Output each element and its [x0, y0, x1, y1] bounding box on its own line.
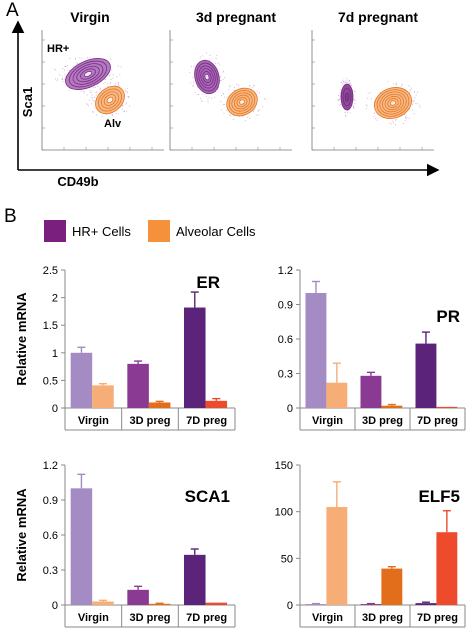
- y-tick-label: 50: [281, 553, 293, 565]
- category-label: 3D preg: [130, 415, 171, 427]
- legend-label-hr: HR+ Cells: [72, 224, 131, 239]
- legend: HR+ Cells Alveolar Cells: [44, 220, 256, 242]
- category-label: Virgin: [312, 415, 343, 427]
- 3d-hr-contour: [189, 52, 226, 103]
- y-tick-label: 0: [52, 600, 58, 612]
- alveolar-bar-virgin: [92, 385, 114, 408]
- category-label: Virgin: [78, 415, 109, 427]
- category-label: 7D preg: [186, 612, 227, 624]
- y-tick-label: 2: [52, 293, 58, 305]
- hr-bar-virgin: [305, 293, 327, 408]
- category-label: Virgin: [312, 612, 343, 624]
- panel-b-label: B: [4, 206, 17, 227]
- y-tick-label: 0: [287, 403, 293, 415]
- category-label: 3D preg: [130, 612, 171, 624]
- hr-bar-virgin: [70, 352, 93, 408]
- alveolar-bar-7d-preg: [436, 532, 458, 605]
- alveolar-bar-virgin: [326, 507, 348, 605]
- y-tick-label: 0.3: [43, 565, 58, 577]
- category-label: Virgin: [78, 612, 109, 624]
- hr-bar-7d-preg: [184, 554, 206, 605]
- virgin-hr-contour: [54, 57, 122, 94]
- category-label: 7D preg: [417, 612, 458, 624]
- cd49b-axis-label: CD49b: [57, 174, 98, 189]
- hr-bar-3d-preg: [360, 375, 382, 408]
- chart-elf5: 0 50 100 150 Virgin 3D preg 7D preg ELF5: [275, 460, 466, 628]
- y-tick-label: 0.6: [43, 530, 58, 542]
- y-tick-label: 1.2: [43, 460, 58, 472]
- alveolar-bar-7d-preg: [205, 400, 228, 408]
- alveolar-bar-3d-preg: [148, 402, 171, 408]
- chart-pr: 0 0.3 0.6 0.9 1.2 Virgin 3D preg 7D preg PR: [278, 265, 466, 431]
- y-tick-label: 0: [287, 600, 293, 612]
- y-tick-label: 150: [275, 460, 293, 472]
- alveolar-bar-7d-preg: [205, 602, 228, 605]
- alveolar-bar-3d-preg: [381, 405, 403, 408]
- hr-bar-7d-preg: [184, 307, 206, 408]
- chart-title: PR: [436, 307, 460, 326]
- sca1-axis-label: Sca1: [20, 87, 35, 117]
- alveolar-bar-virgin: [92, 601, 114, 605]
- chart-sca1: 0 0.3 0.6 0.9 1.2 Virgin 3D preg 7D preg SCA1 Rel…: [14, 460, 236, 628]
- y-tick-label: 0.5: [43, 375, 58, 387]
- y-axis-label: Relative mRNA: [14, 488, 29, 582]
- y-tick-label: 100: [275, 507, 293, 519]
- alveolar-bar-3d-preg: [381, 568, 403, 605]
- legend-swatch-hr: [44, 220, 66, 242]
- alveolar-bar-3d-preg: [148, 603, 171, 605]
- y-tick-label: 1.5: [43, 320, 58, 332]
- hr-bar-virgin: [70, 488, 93, 605]
- column-title-3d: 3d pregnant: [196, 9, 276, 25]
- hr-bar-virgin: [305, 604, 327, 605]
- y-tick-label: 1: [52, 348, 58, 360]
- chart-title: SCA1: [185, 487, 230, 506]
- y-tick-label: 0: [52, 403, 58, 415]
- hr-bar-3d-preg: [127, 589, 149, 605]
- flow-plot-2: [169, 30, 292, 151]
- y-tick-label: 2.5: [43, 265, 58, 277]
- flow-plot-1: [41, 30, 164, 151]
- column-title-virgin: Virgin: [70, 9, 109, 25]
- 3d-alv-contour: [220, 83, 267, 122]
- y-tick-label: 0.9: [43, 495, 58, 507]
- flow-plot-3: [311, 30, 434, 151]
- y-axis-label: Relative mRNA: [14, 292, 29, 386]
- y-tick-label: 0.6: [278, 334, 293, 346]
- legend-swatch-alveolar: [148, 220, 170, 242]
- alveolar-bar-7d-preg: [436, 406, 458, 408]
- legend-label-alveolar: Alveolar Cells: [176, 224, 256, 239]
- category-label: 3D preg: [362, 415, 403, 427]
- virgin-alv-contour: [86, 82, 131, 117]
- y-tick-label: 0.3: [278, 369, 293, 381]
- category-label: 3D preg: [362, 612, 403, 624]
- 7d-alv-contour: [365, 81, 421, 125]
- category-label: 7D preg: [186, 415, 227, 427]
- chart-title: ER: [196, 273, 220, 292]
- y-tick-label: 0.9: [278, 300, 293, 312]
- hr-bar-3d-preg: [360, 604, 382, 605]
- panel-a-label: A: [6, 0, 19, 21]
- 7d-hr-contour: [337, 77, 356, 117]
- hr-bar-7d-preg: [415, 343, 437, 408]
- chart-er: 0 0.5 1 1.5 2 2.5 Virgin 3D preg 7D preg ER Relati…: [14, 265, 236, 431]
- column-title-7d: 7d pregnant: [338, 9, 418, 25]
- chart-title: ELF5: [418, 487, 460, 506]
- flow-cytometry-panel: Virgin 3d pregnant 7d pregnant Sca1 CD49…: [11, 9, 440, 189]
- hr-bar-3d-preg: [127, 363, 149, 408]
- category-label: 7D preg: [417, 415, 458, 427]
- alveolar-bar-virgin: [326, 382, 348, 408]
- alv-population-label: Alv: [104, 118, 122, 130]
- y-tick-label: 1.2: [278, 265, 293, 277]
- hr-bar-7d-preg: [415, 603, 437, 605]
- hr-population-label: HR+: [47, 43, 69, 55]
